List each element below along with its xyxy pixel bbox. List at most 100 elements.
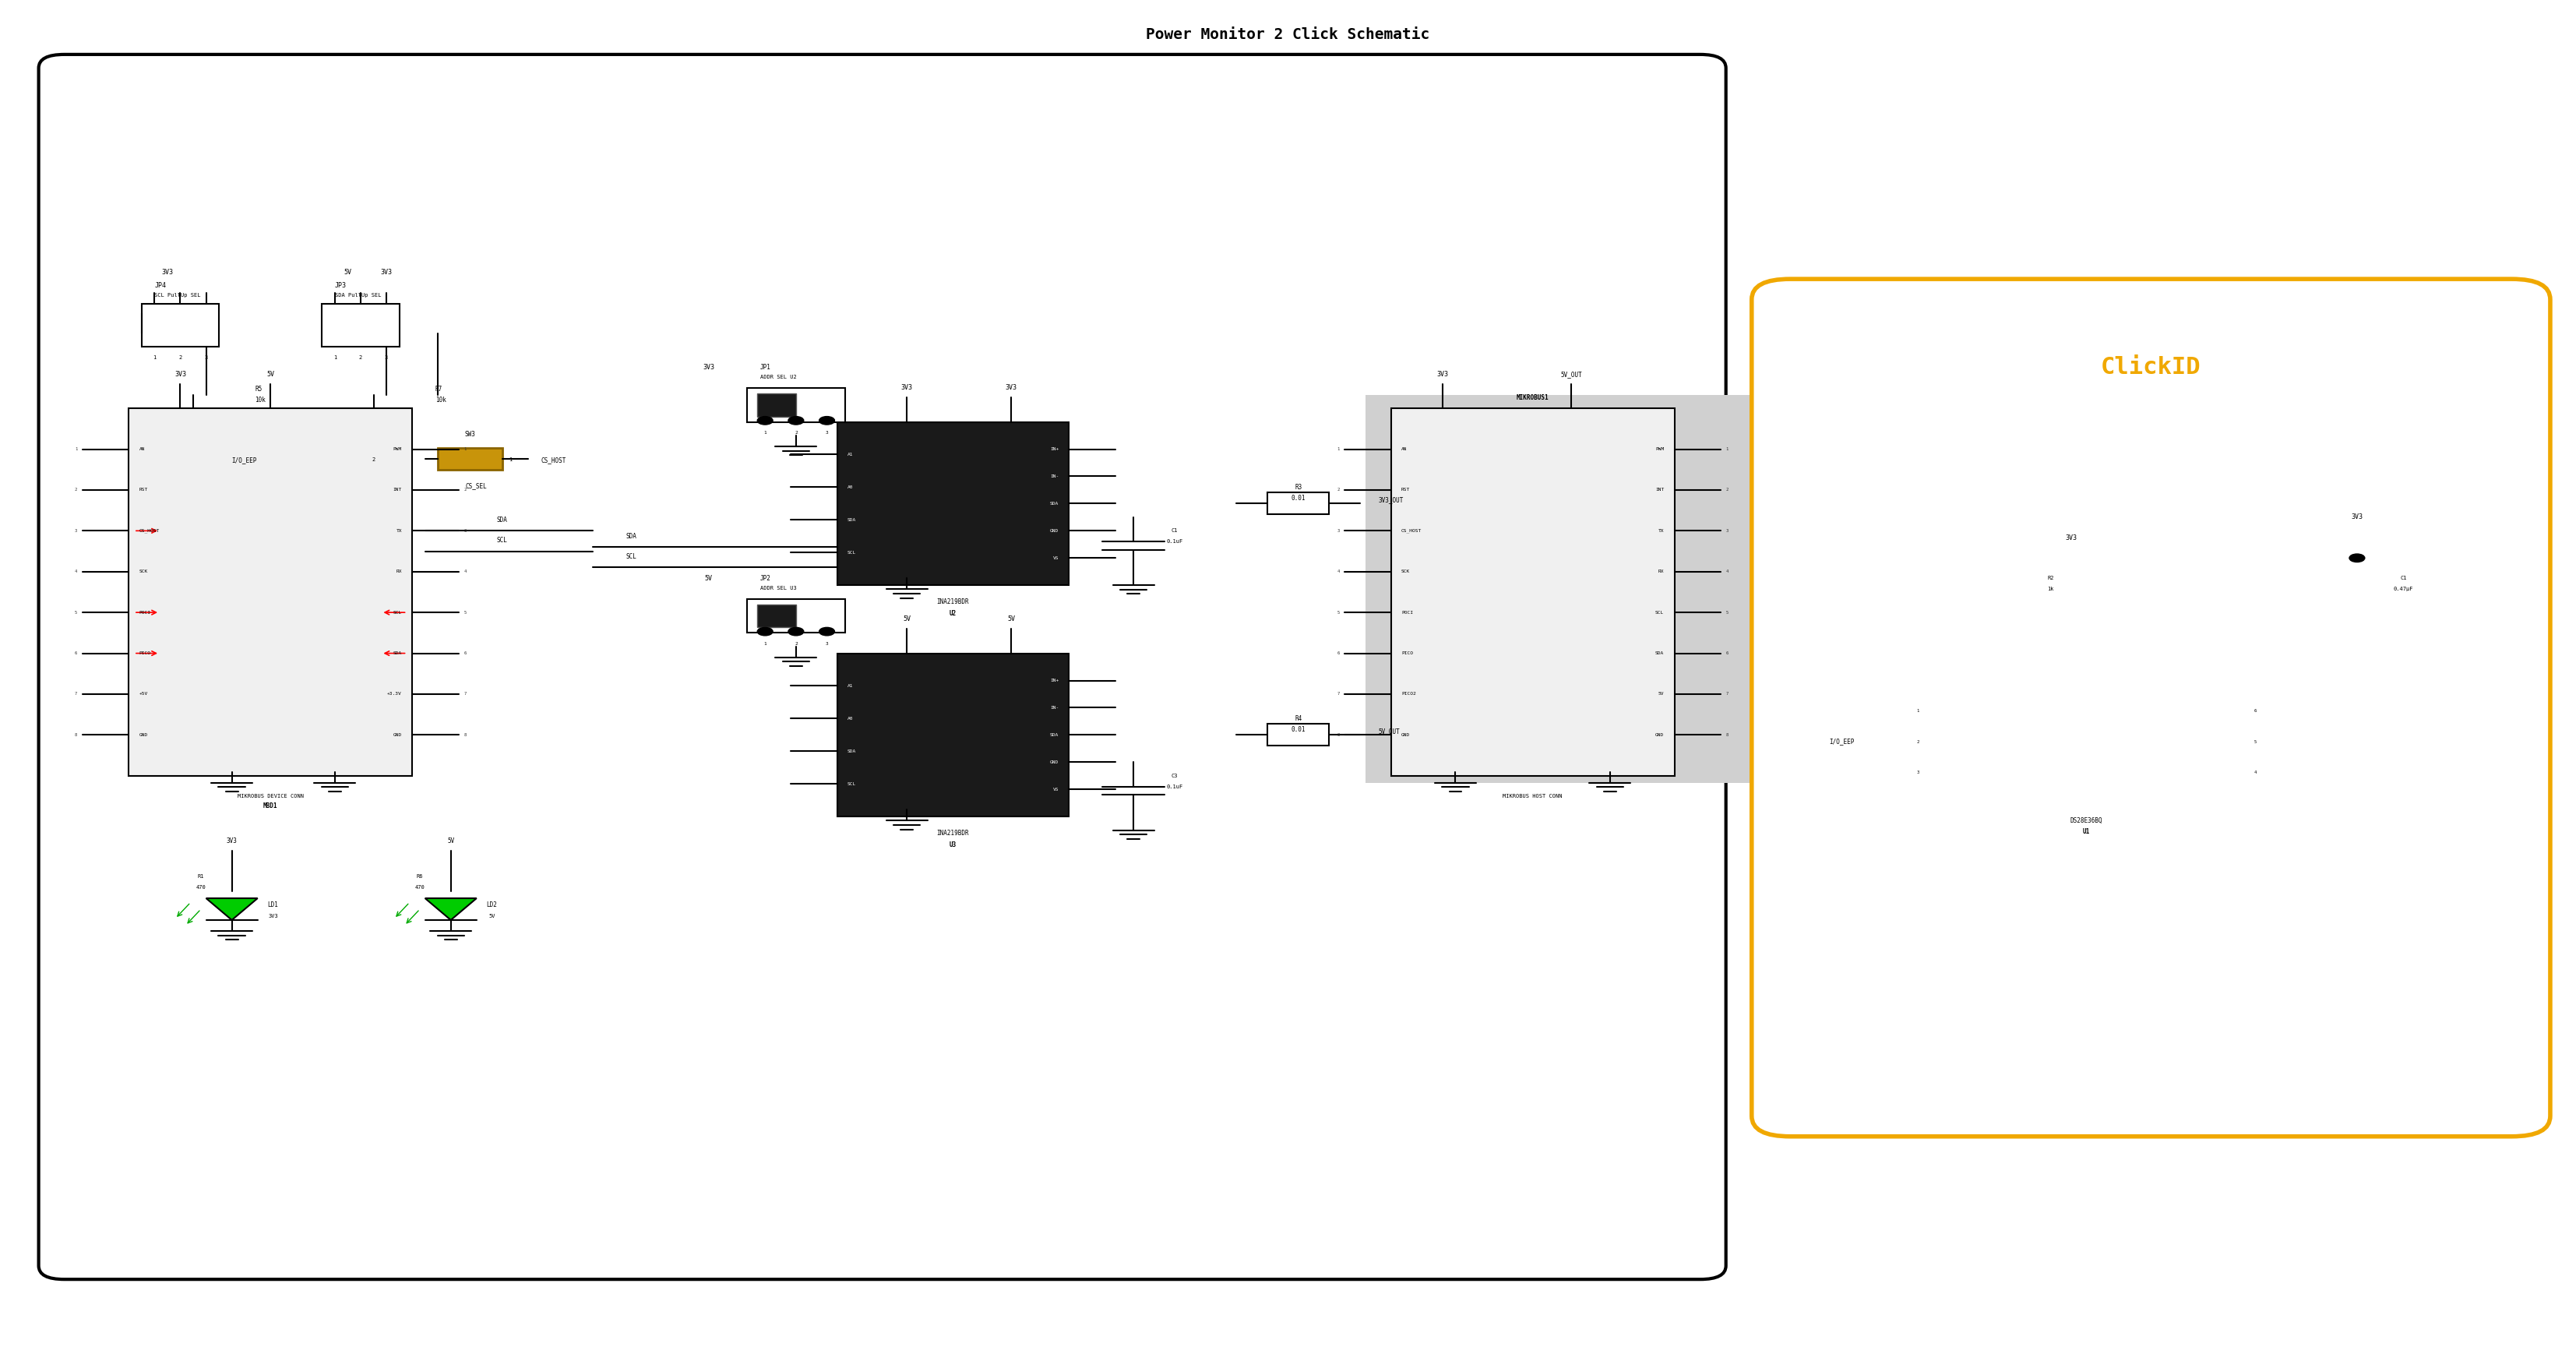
Text: RX: RX bbox=[1659, 570, 1664, 573]
Text: 1: 1 bbox=[332, 355, 337, 361]
Text: 3: 3 bbox=[824, 642, 829, 645]
Text: CS_HOST: CS_HOST bbox=[139, 528, 160, 534]
Text: INT: INT bbox=[394, 489, 402, 491]
Text: R7: R7 bbox=[435, 385, 443, 393]
Text: 5V: 5V bbox=[448, 837, 453, 845]
Text: 5V: 5V bbox=[703, 574, 714, 583]
Text: 1: 1 bbox=[507, 457, 513, 463]
Text: 1k: 1k bbox=[2048, 587, 2053, 592]
Text: 3V3: 3V3 bbox=[175, 370, 185, 378]
Text: MIKROBUS1: MIKROBUS1 bbox=[1517, 393, 1548, 401]
Text: PIOA: PIOA bbox=[2179, 740, 2192, 743]
Text: 0.1uF: 0.1uF bbox=[1167, 784, 1182, 789]
Text: POCI: POCI bbox=[1401, 611, 1414, 614]
Bar bbox=[837, 653, 1069, 817]
Text: JP1: JP1 bbox=[760, 363, 770, 372]
Text: 3V3: 3V3 bbox=[227, 837, 237, 845]
Bar bbox=[1267, 724, 1329, 746]
Circle shape bbox=[788, 416, 804, 425]
Bar bbox=[1391, 408, 1674, 776]
Text: A0: A0 bbox=[848, 486, 853, 489]
Text: LD2: LD2 bbox=[487, 901, 497, 909]
Text: SW3: SW3 bbox=[464, 430, 477, 438]
Text: 5V: 5V bbox=[902, 615, 912, 623]
Bar bbox=[757, 393, 796, 416]
Text: 5V: 5V bbox=[265, 370, 276, 378]
Text: GND: GND bbox=[1981, 770, 1989, 774]
Bar bbox=[438, 448, 502, 470]
Text: SDA: SDA bbox=[497, 516, 507, 524]
Text: R5: R5 bbox=[255, 385, 263, 393]
Text: U1: U1 bbox=[2084, 827, 2089, 836]
Text: I/O_EEP: I/O_EEP bbox=[1829, 738, 1855, 746]
Text: MIKROBUS HOST CONN: MIKROBUS HOST CONN bbox=[1502, 793, 1564, 799]
Text: MBD1: MBD1 bbox=[263, 802, 278, 810]
Text: JP2: JP2 bbox=[760, 574, 770, 583]
Text: 0.01: 0.01 bbox=[1291, 725, 1306, 734]
Bar bbox=[129, 408, 412, 776]
Text: RST: RST bbox=[139, 489, 147, 491]
Text: RX: RX bbox=[397, 570, 402, 573]
Bar bbox=[1267, 493, 1329, 514]
Text: 3: 3 bbox=[204, 355, 209, 361]
Bar bbox=[322, 304, 399, 347]
Text: 3V3_OUT: 3V3_OUT bbox=[1378, 495, 1404, 504]
Text: C3: C3 bbox=[1172, 773, 1177, 778]
Text: 2: 2 bbox=[793, 642, 799, 645]
Circle shape bbox=[819, 627, 835, 636]
Text: 5V: 5V bbox=[1659, 693, 1664, 695]
Text: AN: AN bbox=[139, 448, 144, 450]
Text: IN+: IN+ bbox=[1051, 679, 1059, 682]
Text: CS_HOST: CS_HOST bbox=[541, 456, 567, 464]
Text: CS_HOST: CS_HOST bbox=[1401, 528, 1422, 534]
Text: LD1: LD1 bbox=[268, 901, 278, 909]
Text: +3.3V: +3.3V bbox=[386, 693, 402, 695]
Text: SCL: SCL bbox=[394, 611, 402, 614]
Text: INA219BDR: INA219BDR bbox=[938, 829, 969, 837]
Circle shape bbox=[757, 416, 773, 425]
Text: IO: IO bbox=[1981, 740, 1986, 743]
Text: PWM: PWM bbox=[394, 448, 402, 450]
Text: 3V3: 3V3 bbox=[2066, 534, 2076, 542]
Text: SCL: SCL bbox=[626, 553, 636, 561]
Text: ClickID: ClickID bbox=[2102, 357, 2200, 378]
Text: PICO2: PICO2 bbox=[1401, 693, 1417, 695]
Text: 2: 2 bbox=[358, 355, 363, 361]
Text: PWM: PWM bbox=[1656, 448, 1664, 450]
Text: CS_SEL: CS_SEL bbox=[466, 482, 487, 490]
Bar bbox=[167, 411, 219, 442]
Circle shape bbox=[757, 627, 773, 636]
Text: TX: TX bbox=[1659, 529, 1664, 532]
Bar bbox=[747, 599, 845, 633]
Circle shape bbox=[819, 416, 835, 425]
Text: 10k: 10k bbox=[255, 396, 265, 404]
Text: INA219BDR: INA219BDR bbox=[938, 597, 969, 606]
Text: PIOB: PIOB bbox=[2179, 770, 2192, 774]
Text: C1: C1 bbox=[2401, 576, 2406, 581]
Bar bbox=[757, 604, 796, 627]
Text: VS: VS bbox=[1054, 557, 1059, 559]
Text: SCK: SCK bbox=[1401, 570, 1409, 573]
Text: ADDR SEL U3: ADDR SEL U3 bbox=[760, 585, 796, 591]
Text: 3: 3 bbox=[824, 431, 829, 434]
Text: SDA: SDA bbox=[626, 532, 636, 540]
Text: C1: C1 bbox=[1172, 528, 1177, 534]
Text: AN: AN bbox=[1401, 448, 1406, 450]
Text: 2: 2 bbox=[371, 457, 376, 463]
Bar bbox=[1971, 680, 2202, 803]
Text: I/O_EEP: I/O_EEP bbox=[232, 456, 258, 464]
Text: SCL PullUp SEL: SCL PullUp SEL bbox=[155, 293, 201, 298]
Text: CEXT: CEXT bbox=[2179, 709, 2192, 713]
Text: GND: GND bbox=[1051, 761, 1059, 764]
Text: 3V3: 3V3 bbox=[1437, 370, 1448, 378]
Text: IN-: IN- bbox=[1051, 706, 1059, 709]
Text: MIKROBUS DEVICE CONN: MIKROBUS DEVICE CONN bbox=[237, 793, 304, 799]
Text: R1: R1 bbox=[198, 874, 204, 879]
Text: A1: A1 bbox=[848, 685, 853, 687]
Text: PICO: PICO bbox=[1401, 652, 1414, 655]
Text: TX: TX bbox=[397, 529, 402, 532]
Text: 470: 470 bbox=[415, 885, 425, 890]
Bar bbox=[747, 388, 845, 422]
Text: SDA: SDA bbox=[394, 652, 402, 655]
Circle shape bbox=[788, 627, 804, 636]
